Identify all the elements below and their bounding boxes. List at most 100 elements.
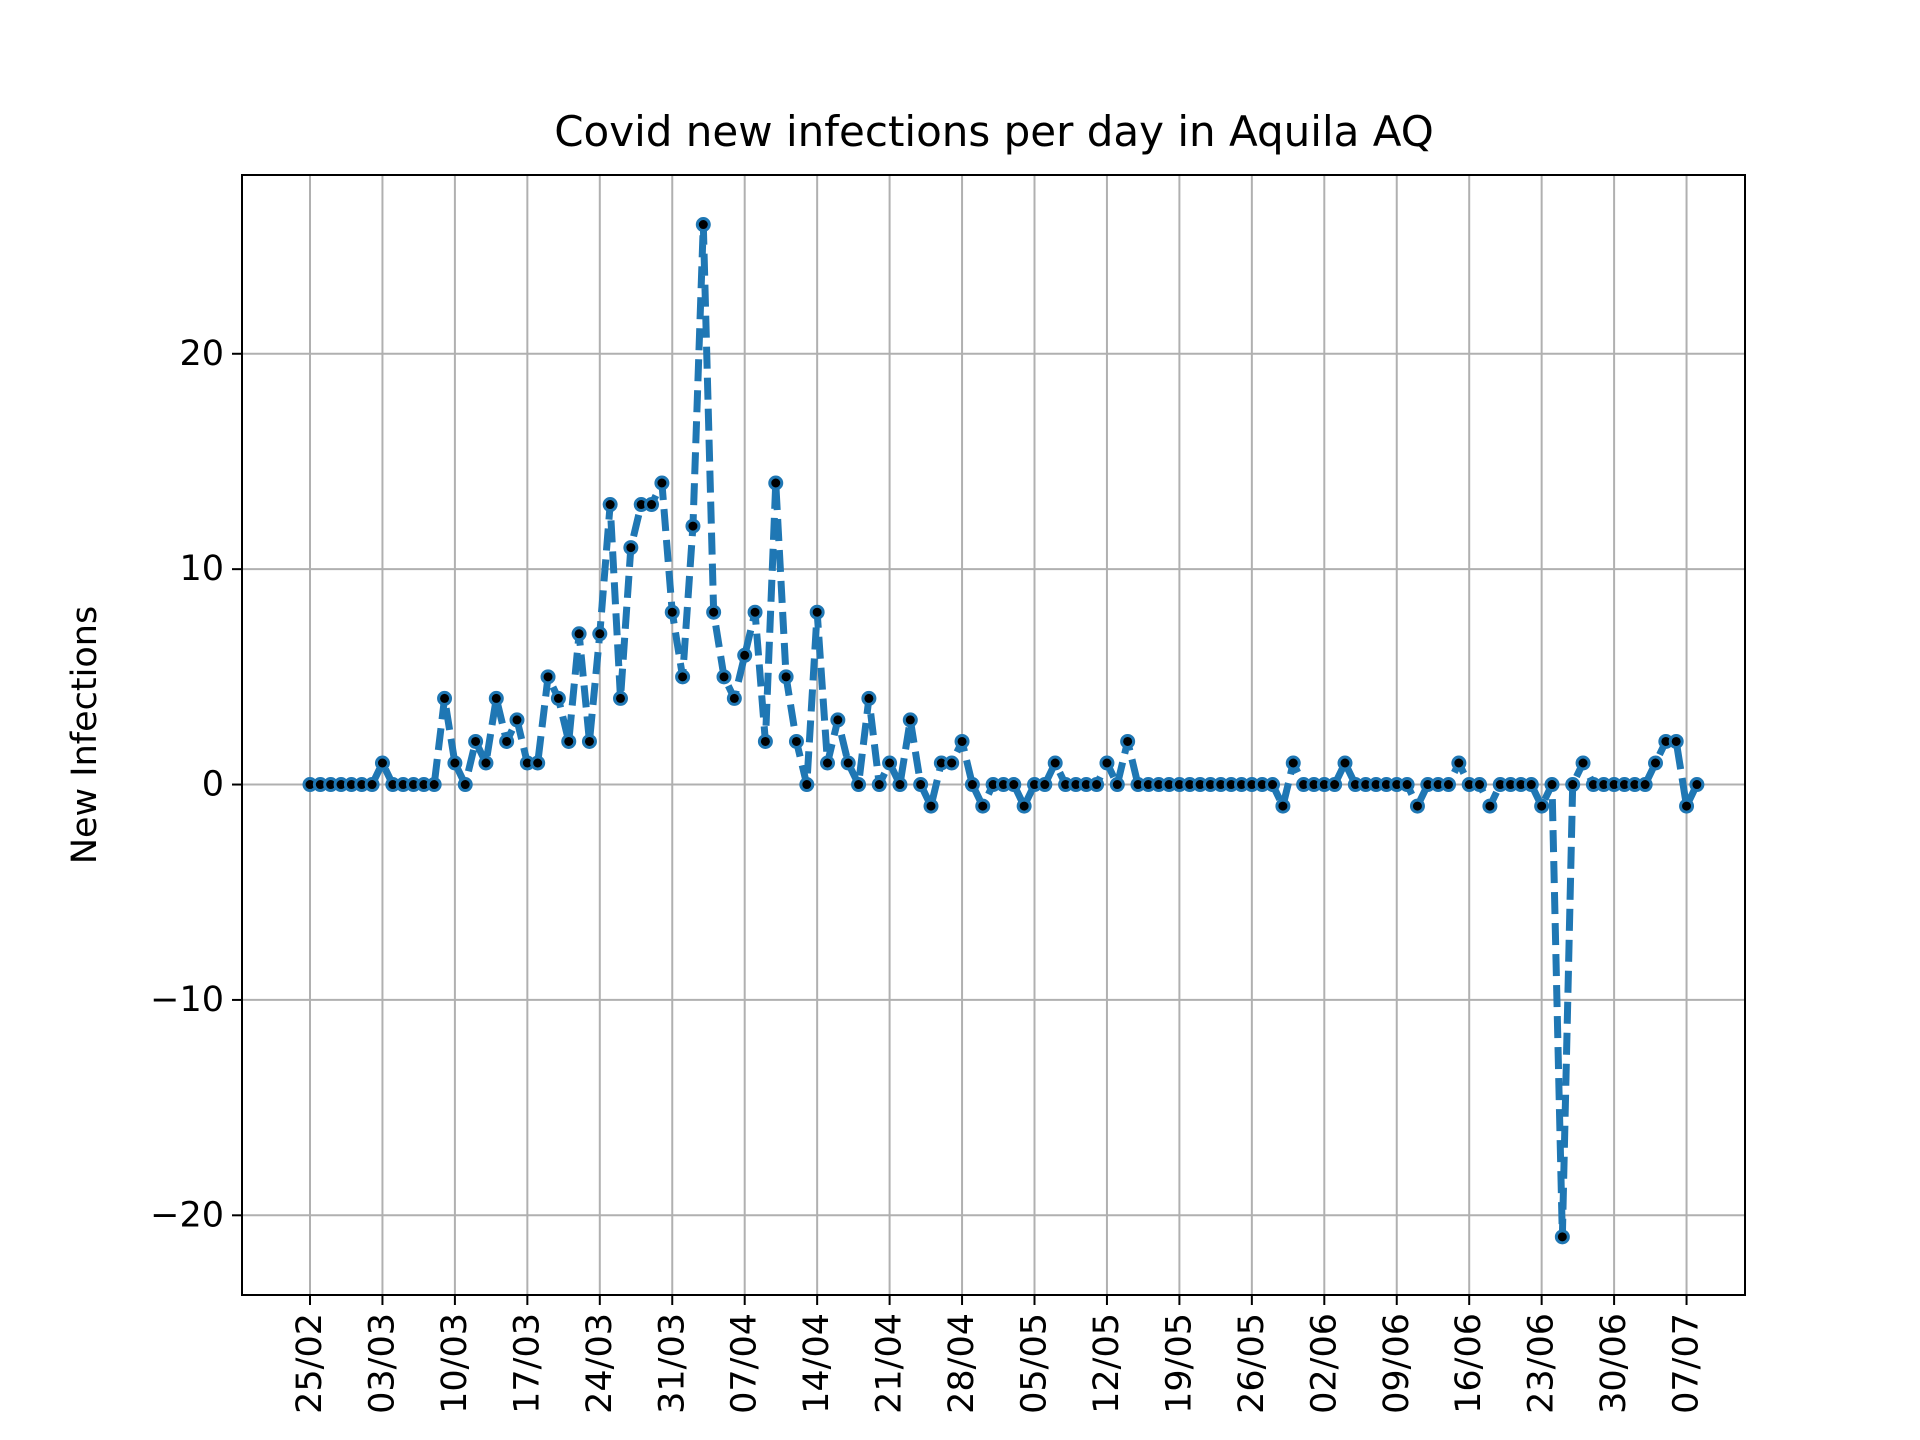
- data-point: [468, 733, 484, 749]
- data-points: [302, 217, 1705, 1245]
- data-point: [1441, 777, 1456, 793]
- data-point: [592, 626, 608, 642]
- data-point: [613, 690, 628, 706]
- data-point: [654, 475, 670, 491]
- data-point: [685, 518, 701, 534]
- data-point: [644, 497, 660, 513]
- data-point: [1016, 798, 1032, 814]
- data-point: [447, 755, 463, 771]
- data-point: [820, 755, 835, 771]
- data-point: [1047, 755, 1063, 771]
- data-point: [1534, 798, 1550, 814]
- x-tick-label: 16/06: [1449, 1313, 1489, 1414]
- data-point: [757, 733, 773, 749]
- y-tick-label: 10: [179, 549, 224, 589]
- data-point: [1544, 777, 1560, 793]
- x-tick-label: 21/04: [870, 1313, 910, 1414]
- x-tick-label: 24/03: [580, 1313, 620, 1414]
- x-tick-label: 02/06: [1304, 1313, 1344, 1414]
- data-point: [747, 604, 763, 620]
- data-point: [488, 690, 504, 706]
- data-point: [1337, 755, 1353, 771]
- data-point: [1409, 798, 1425, 814]
- data-point: [871, 777, 887, 793]
- x-tick-label: 14/04: [797, 1313, 837, 1414]
- data-point: [1265, 777, 1281, 793]
- data-point: [830, 712, 846, 728]
- x-tick-label: 25/02: [290, 1313, 330, 1414]
- data-point: [1275, 798, 1291, 814]
- data-point: [975, 798, 991, 814]
- data-point: [1565, 777, 1581, 793]
- data-point: [571, 626, 587, 642]
- x-tick-label: 10/03: [435, 1313, 475, 1414]
- y-axis-label: New Infections: [65, 606, 105, 864]
- x-tick-label: 28/04: [942, 1313, 982, 1414]
- y-tick-label: 0: [202, 765, 224, 805]
- data-point: [954, 733, 970, 749]
- data-point: [892, 777, 908, 793]
- x-tick-label: 05/05: [1015, 1313, 1055, 1414]
- plot-frame: [241, 174, 1746, 1296]
- data-point: [602, 497, 618, 513]
- data-point: [530, 755, 546, 771]
- data-point: [509, 712, 525, 728]
- data-point: [716, 669, 732, 685]
- data-point: [799, 777, 815, 793]
- data-point: [1089, 777, 1105, 793]
- x-tick-label: 07/07: [1667, 1313, 1707, 1414]
- y-tick-label: −20: [150, 1195, 224, 1235]
- x-tick-label: 17/03: [507, 1313, 547, 1414]
- data-point: [561, 733, 577, 749]
- data-point: [437, 690, 453, 706]
- data-point: [1285, 755, 1301, 771]
- data-point: [737, 647, 753, 663]
- data-point: [788, 733, 804, 749]
- data-point: [1006, 777, 1022, 793]
- data-point: [1689, 777, 1705, 793]
- x-tick-label: 26/05: [1232, 1313, 1272, 1414]
- x-tick-label: 19/05: [1159, 1313, 1199, 1414]
- data-point: [726, 690, 742, 706]
- data-point: [374, 755, 390, 771]
- x-tick-label: 30/06: [1594, 1313, 1634, 1414]
- x-tick-label: 03/03: [362, 1313, 402, 1414]
- y-tick-label: −10: [150, 980, 224, 1020]
- data-point: [550, 690, 566, 706]
- data-point: [675, 669, 691, 685]
- data-point: [1399, 777, 1415, 793]
- data-point: [478, 755, 494, 771]
- data-point: [1679, 798, 1695, 814]
- x-tick-label: 23/06: [1522, 1313, 1562, 1414]
- data-point: [923, 798, 939, 814]
- data-point: [695, 217, 711, 233]
- data-point: [1637, 777, 1653, 793]
- data-point: [1109, 777, 1125, 793]
- data-point: [964, 777, 980, 793]
- x-tick-label: 31/03: [652, 1313, 692, 1414]
- data-point: [364, 777, 380, 793]
- x-tick-label: 07/04: [725, 1313, 765, 1414]
- data-point: [1482, 798, 1498, 814]
- data-point: [1037, 777, 1053, 793]
- data-point: [1668, 733, 1684, 749]
- x-axis-ticks: 25/02 03/03 10/03 17/03 24/03 31/03 07/04 14/04…: [290, 1295, 1707, 1414]
- x-tick-label: 12/05: [1087, 1313, 1127, 1414]
- y-axis-ticks: −20 −10 0 10 20: [150, 334, 242, 1235]
- y-tick-label: 20: [179, 334, 224, 374]
- data-point: [581, 733, 597, 749]
- data-point: [1554, 1229, 1570, 1245]
- data-point: [1575, 755, 1591, 771]
- data-point: [809, 604, 825, 620]
- data-point: [778, 669, 794, 685]
- x-tick-label: 09/06: [1377, 1313, 1417, 1414]
- data-point: [1648, 755, 1663, 771]
- data-point: [426, 777, 442, 793]
- data-point: [706, 604, 722, 620]
- data-point: [1451, 755, 1467, 771]
- data-point: [1523, 777, 1539, 793]
- data-point: [944, 755, 960, 771]
- data-point: [840, 755, 856, 771]
- data-point: [457, 777, 473, 793]
